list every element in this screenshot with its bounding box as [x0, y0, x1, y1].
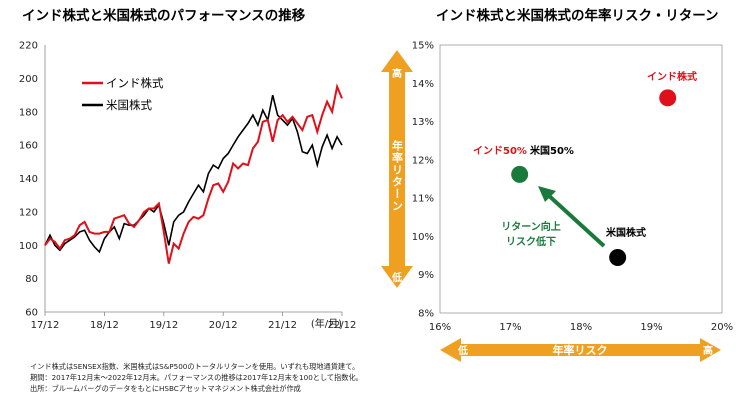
right-y-tick-label: 15%: [412, 41, 434, 52]
right-x-tick-label: 17%: [499, 322, 521, 333]
annotation-return-up: リターン向上: [501, 220, 561, 233]
point-label-india: インド株式: [647, 70, 697, 83]
risk-arrow-high: 高: [703, 344, 713, 357]
right-x-tick-label: 16%: [429, 322, 451, 333]
left-y-tick-label: 60: [25, 308, 38, 319]
left-y-tick-label: 160: [19, 141, 38, 152]
left-y-tick-label: 100: [19, 241, 38, 252]
right-x-tick-label: 20%: [711, 322, 733, 333]
point-label-mix-india: インド50%: [473, 145, 527, 157]
right-x-tick-label: 18%: [570, 322, 592, 333]
us-stock-line: [44, 94, 343, 254]
scatter-point-0: [659, 89, 677, 107]
return-arrow-label: 年率リターン: [391, 139, 404, 212]
legend-us-label: 米国株式: [106, 98, 152, 112]
left-chart-title: インド株式と米国株式のパフォーマンスの推移: [22, 7, 306, 24]
left-x-tick-label: 22/12: [328, 320, 357, 331]
left-x-tick-label: 20/12: [209, 320, 238, 331]
right-chart-title: インド株式と米国株式の年率リスク・リターン: [436, 7, 719, 24]
risk-arrow-label: 年率リスク: [553, 343, 608, 357]
annotation-risk-down: リスク低下: [506, 235, 556, 248]
right-y-tick-label: 14%: [412, 79, 434, 90]
left-x-tick-label: 21/12: [268, 320, 297, 331]
legend-india-label: インド株式: [106, 76, 164, 90]
left-x-tick-label: 19/12: [149, 320, 178, 331]
return-arrow-low: 低: [391, 271, 402, 284]
right-y-tick-label: 9%: [418, 270, 434, 281]
india-stock-line: [44, 83, 343, 264]
right-x-tick-label: 19%: [640, 322, 662, 333]
x-unit-label: (年/月): [311, 317, 342, 330]
left-y-tick-label: 200: [19, 74, 38, 85]
left-y-tick-label: 140: [19, 174, 38, 185]
scatter-point-1: [511, 165, 529, 183]
scatter-point-2: [609, 248, 627, 266]
scatter-plot-area: [439, 44, 723, 314]
footnote-2: 期間：2017年12月末～2022年12月末。パフォーマンスの推移は2017年1…: [30, 373, 363, 382]
left-x-tick-label: 17/12: [31, 320, 60, 331]
risk-arrow-low: 低: [457, 344, 468, 357]
return-arrow: 高 低 年率リターン: [381, 50, 413, 288]
left-y-tick-label: 120: [19, 207, 38, 218]
left-y-tick-label: 220: [19, 41, 38, 52]
right-y-tick-label: 13%: [412, 117, 434, 128]
point-label-us: 米国株式: [606, 226, 646, 239]
right-y-tick-label: 8%: [418, 309, 434, 320]
right-y-tick-label: 12%: [412, 155, 434, 166]
improvement-arrow: [538, 186, 606, 248]
risk-arrow: 低 高 年率リスク: [440, 338, 721, 362]
left-x-tick-label: 18/12: [90, 320, 119, 331]
left-y-tick-label: 80: [25, 274, 38, 285]
footnote-3: 出所：ブルームバーグのデータをもとにHSBCアセットマネジメント株式会社が作成: [30, 384, 301, 393]
right-y-tick-label: 10%: [412, 232, 434, 243]
footnote-1: インド株式はSENSEX指数、米国株式はS&P500のトータルリターンを使用。い…: [30, 362, 360, 371]
point-label-mix-us: 米国50%: [530, 144, 574, 157]
right-y-tick-label: 11%: [412, 194, 434, 205]
left-y-tick-label: 180: [19, 107, 38, 118]
return-arrow-high: 高: [392, 67, 402, 80]
